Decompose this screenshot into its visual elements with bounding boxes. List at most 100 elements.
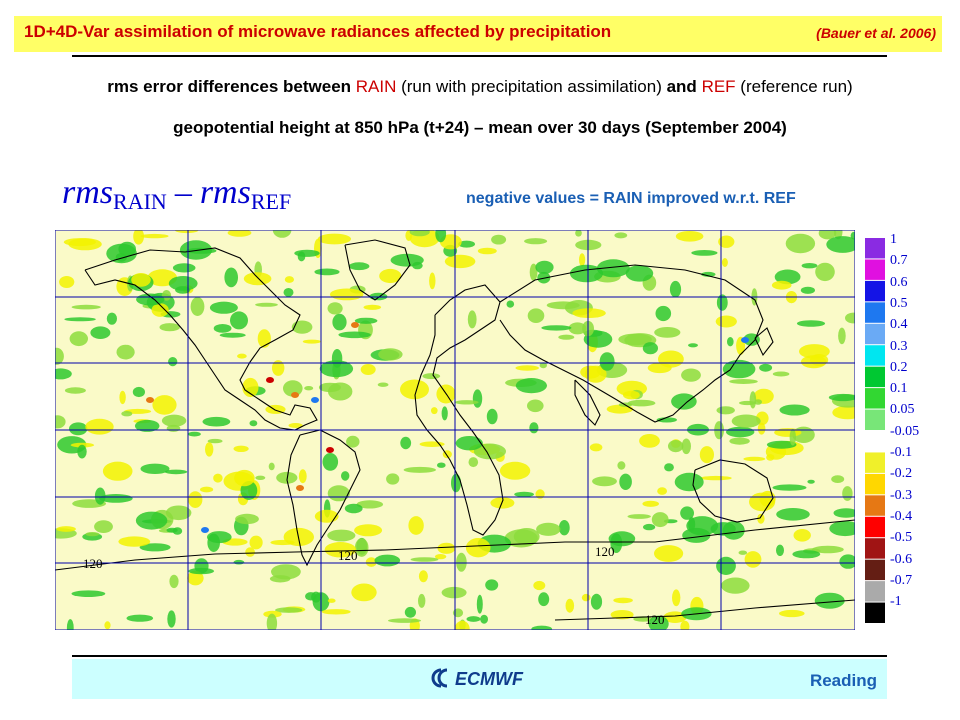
field-patch	[68, 238, 102, 251]
bottom-divider	[72, 655, 887, 657]
legend-label: 0.6	[890, 274, 908, 290]
field-patch	[699, 446, 715, 464]
field-patch	[826, 236, 855, 253]
field-patch	[681, 438, 691, 455]
field-patch	[538, 592, 550, 607]
footer: ECMWF Reading	[72, 659, 887, 699]
field-patch	[441, 586, 467, 599]
field-patch	[458, 240, 475, 248]
field-patch	[317, 233, 351, 245]
field-patch	[224, 267, 238, 288]
field-patch	[654, 327, 681, 338]
field-patch	[354, 538, 369, 557]
legend-swatch	[865, 280, 885, 302]
field-patch	[655, 305, 672, 322]
field-patch	[581, 593, 591, 602]
legend-swatch	[865, 323, 885, 345]
title-bar: 1D+4D-Var assimilation of microwave radi…	[14, 16, 942, 52]
field-patch	[106, 312, 117, 325]
field-patch	[627, 514, 651, 519]
field-patch	[779, 404, 810, 416]
field-patch	[776, 508, 810, 521]
legend-swatch	[865, 516, 885, 538]
legend-label: -0.5	[890, 530, 913, 546]
legend-label: 0.2	[890, 359, 908, 375]
field-patch	[743, 333, 760, 346]
field-extreme	[741, 337, 749, 343]
field-patch	[831, 475, 845, 483]
field-patch	[437, 462, 446, 468]
field-patch	[527, 308, 545, 323]
field-patch	[283, 288, 294, 297]
field-patch	[409, 230, 430, 237]
field-patch	[431, 407, 438, 415]
field-patch	[166, 424, 181, 432]
field-patch	[814, 592, 845, 609]
field-patch	[55, 368, 72, 380]
field-patch	[672, 589, 681, 607]
field-patch	[164, 469, 188, 475]
field-patch	[718, 235, 735, 248]
field-patch	[533, 580, 546, 591]
field-patch	[311, 591, 321, 603]
field-patch	[319, 360, 354, 378]
field-patch	[255, 302, 278, 307]
field-patch	[116, 344, 135, 360]
location-label: Reading	[809, 671, 877, 690]
field-patch	[272, 230, 292, 238]
field-patch	[213, 324, 232, 333]
field-patch	[175, 286, 191, 294]
field-patch	[739, 400, 756, 406]
field-patch	[444, 254, 476, 269]
field-patch	[654, 545, 684, 562]
legend-swatch	[865, 581, 885, 602]
field-patch	[354, 524, 383, 537]
field-patch	[135, 511, 168, 530]
field-patch	[249, 420, 258, 427]
field-patch	[656, 417, 677, 423]
field-patch	[681, 368, 701, 382]
field-patch	[104, 621, 111, 630]
legend-swatch	[865, 452, 885, 473]
field-patch	[584, 365, 607, 383]
field-patch	[845, 312, 855, 324]
field-patch	[64, 387, 86, 394]
page-title: 1D+4D-Var assimilation of microwave radi…	[24, 22, 612, 41]
field-patch	[202, 416, 231, 427]
field-patch	[378, 348, 403, 361]
field-patch	[815, 262, 835, 282]
field-patch	[168, 357, 178, 367]
field-patch	[435, 230, 447, 243]
difference-field	[55, 230, 855, 630]
field-patch	[610, 533, 623, 553]
field-patch	[623, 390, 640, 400]
field-patch	[531, 625, 553, 630]
field-patch	[55, 347, 64, 365]
field-patch	[283, 380, 303, 397]
field-patch	[169, 574, 179, 589]
europe-africa-coast	[414, 284, 504, 536]
field-patch	[546, 301, 580, 310]
field-patch	[318, 382, 341, 393]
field-patch	[140, 463, 170, 474]
field-patch	[219, 332, 246, 338]
field-patch	[152, 395, 177, 415]
field-patch	[688, 343, 698, 348]
field-patch	[348, 262, 370, 271]
field-patch	[789, 428, 796, 446]
field-patch	[243, 272, 272, 286]
field-patch	[140, 233, 169, 239]
legend-label: 0.7	[890, 253, 908, 269]
field-patch	[354, 317, 378, 324]
field-patch	[205, 442, 214, 457]
legend-label: 0.5	[890, 295, 908, 311]
legend-label: -0.1	[890, 445, 913, 460]
field-patch	[94, 520, 113, 533]
field-extreme	[326, 447, 334, 453]
legend-swatch	[865, 473, 885, 495]
field-patch	[434, 554, 447, 560]
field-patch	[408, 516, 424, 535]
field-patch	[365, 557, 377, 567]
legend-label: 0.3	[890, 338, 908, 354]
field-patch	[188, 431, 201, 437]
